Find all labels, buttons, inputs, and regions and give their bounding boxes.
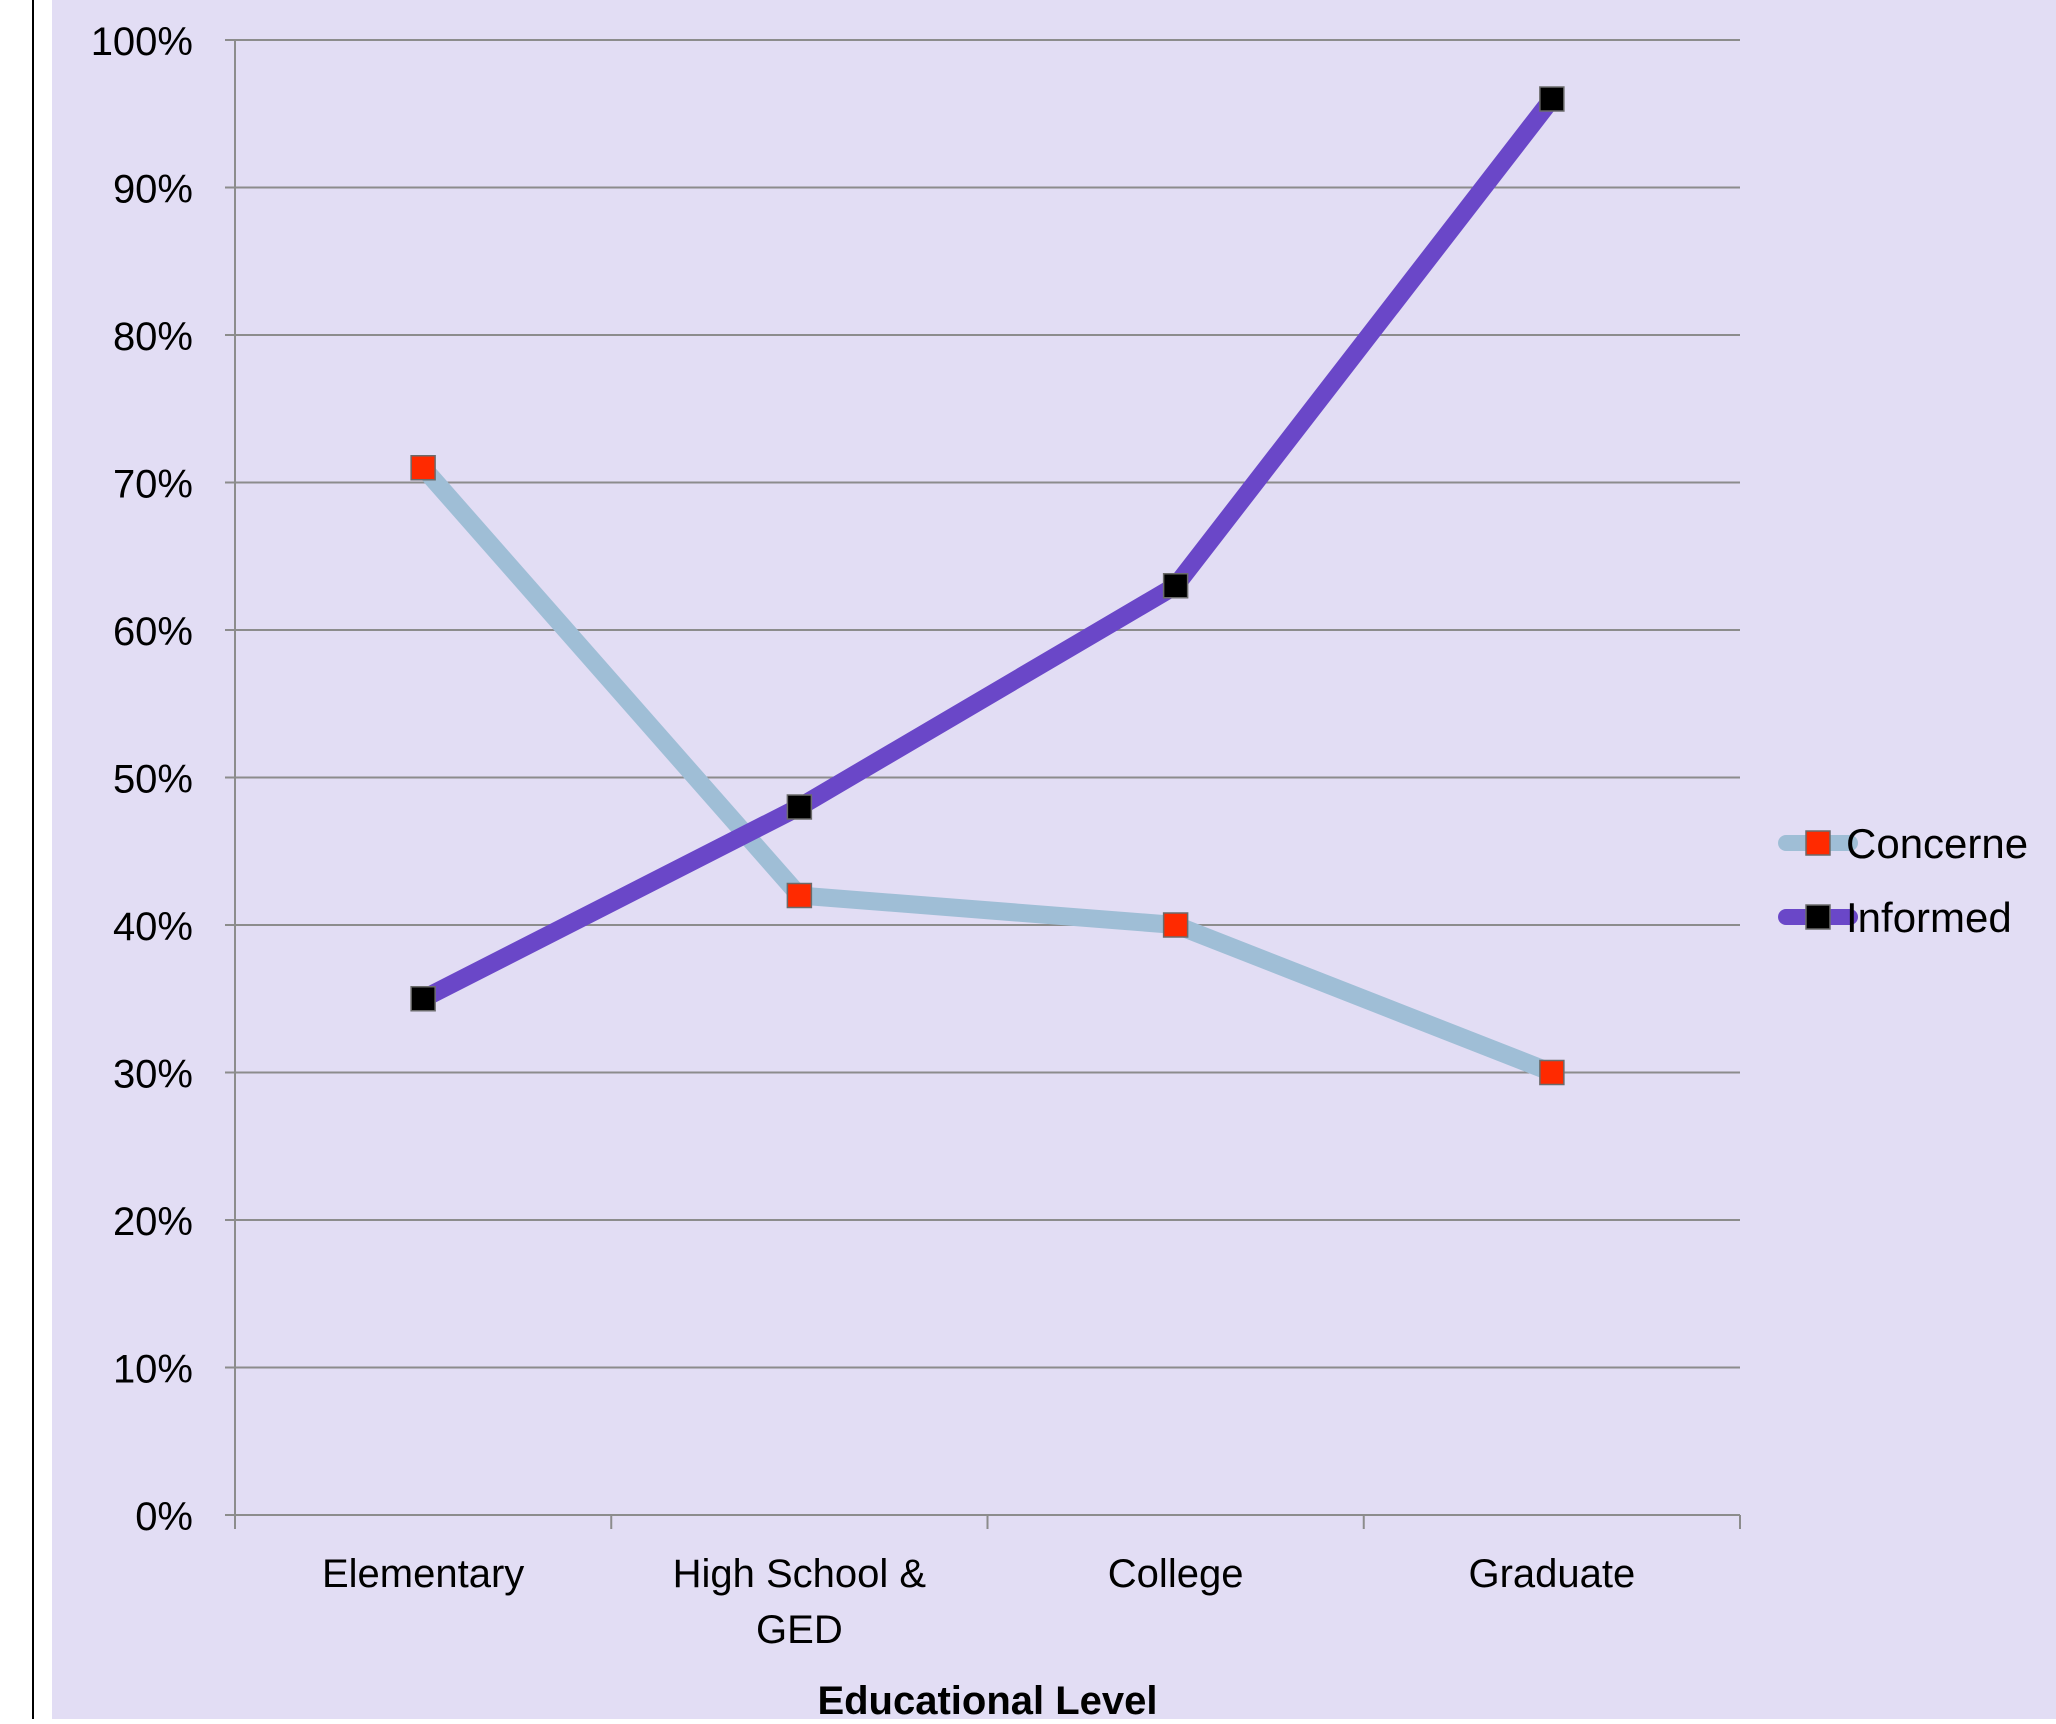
x-tick-label: Elementary: [322, 1552, 524, 1596]
legend-entry-informed: Informed: [1778, 894, 2012, 941]
data-point-informed: [410, 986, 436, 1012]
data-point-concerned: [1539, 1059, 1565, 1086]
y-tick-label: 10%: [113, 1348, 193, 1392]
y-tick-label: 60%: [113, 610, 193, 654]
data-point-concerned: [410, 455, 436, 481]
legend-label: Concerne: [1846, 820, 2028, 867]
x-axis-title: Educational Level: [817, 1679, 1157, 1719]
y-tick-label: 100%: [91, 20, 193, 64]
legend-swatch-marker: [1805, 830, 1831, 856]
data-point-informed: [1539, 86, 1565, 112]
series-informed: [410, 86, 1565, 1012]
legend-label: Informed: [1846, 894, 2012, 941]
x-axis-tick-labels: Elementary High School & GED College Graduat…: [322, 1552, 1635, 1652]
y-tick-label: 70%: [113, 463, 193, 507]
legend: Concerne Informed: [1778, 820, 2028, 941]
plot-area-background: [52, 0, 2056, 1719]
gridlines: [225, 39, 1740, 1516]
y-tick-label: 20%: [113, 1200, 193, 1244]
series-line-informed: [414, 90, 1561, 1008]
x-tick-label: College: [1108, 1552, 1244, 1596]
data-point-informed: [786, 794, 813, 820]
x-tick-label: Graduate: [1468, 1552, 1635, 1596]
legend-entry-concerned: Concerne: [1778, 820, 2028, 867]
y-tick-label: 30%: [113, 1053, 193, 1097]
y-tick-label: 0%: [135, 1495, 193, 1539]
x-tick-label: High School & GED: [673, 1552, 927, 1652]
data-point-concerned: [1162, 912, 1189, 938]
y-tick-label: 40%: [113, 905, 193, 949]
axes: [234, 40, 1741, 1529]
series: [410, 86, 1565, 1086]
y-axis-tick-labels: 0% 10% 20% 30% 40% 50% 60% 70% 80% 90% 100%: [91, 20, 193, 1539]
y-tick-label: 80%: [113, 315, 193, 359]
y-tick-label: 50%: [113, 758, 193, 802]
data-point-concerned: [786, 882, 813, 909]
legend-swatch-marker: [1805, 904, 1831, 930]
series-concerned: [410, 455, 1565, 1086]
y-tick-label: 90%: [113, 168, 193, 212]
series-line-concerned: [414, 458, 1561, 1082]
data-point-informed: [1162, 573, 1189, 599]
